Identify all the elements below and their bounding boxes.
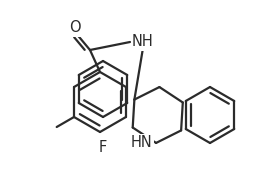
Text: F: F — [99, 140, 107, 155]
Text: NH: NH — [132, 35, 154, 50]
Text: HN: HN — [130, 136, 152, 150]
Text: O: O — [69, 20, 81, 36]
